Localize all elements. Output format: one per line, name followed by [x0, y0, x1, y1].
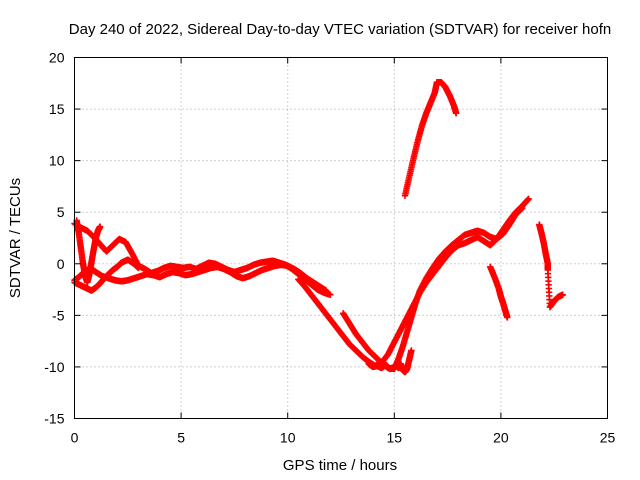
axis-ticks: [74, 57, 608, 419]
data-point: [96, 223, 104, 230]
x-tick-label: 0: [71, 430, 79, 446]
y-axis-title: SDTVAR / TECUs: [7, 178, 24, 298]
series-track-c: [71, 256, 142, 294]
chart-title: Day 240 of 2022, Sidereal Day-to-day VTE…: [69, 21, 611, 38]
series-track-d: [73, 217, 104, 286]
data-point: [322, 287, 330, 294]
data-point: [504, 314, 511, 321]
y-tick-label: -5: [52, 307, 65, 323]
y-tick-label: 15: [49, 101, 65, 117]
series-track-g: [365, 347, 415, 376]
data-point: [559, 291, 566, 298]
data-point: [408, 347, 415, 354]
y-tick-label: 5: [57, 204, 65, 220]
data-point: [327, 291, 334, 298]
series-track-a: [71, 220, 334, 298]
y-tick-label: 0: [57, 256, 65, 272]
x-tick-label: 5: [177, 430, 185, 446]
grid-lines: [74, 57, 608, 419]
series-track-b: [71, 261, 330, 294]
y-tick-label: -10: [44, 359, 64, 375]
y-tick-label: 20: [49, 50, 65, 66]
y-tick-label: 10: [49, 153, 65, 169]
x-axis-title: GPS time / hours: [283, 457, 397, 474]
x-tick-label: 20: [493, 430, 509, 446]
data-point: [135, 264, 142, 272]
series-track-j: [536, 221, 566, 311]
plot-frame: [74, 57, 608, 419]
data-point: [525, 195, 532, 203]
x-tick-label: 25: [600, 430, 616, 446]
series-track-h: [401, 79, 460, 199]
x-tick-labels: 0 5 10 15 20 25: [71, 430, 616, 446]
y-tick-label: -15: [44, 411, 64, 427]
series-track-i: [487, 263, 511, 321]
x-tick-label: 15: [387, 430, 403, 446]
data-point: [519, 204, 526, 212]
data-point: [452, 109, 460, 117]
y-tick-labels: -15 -10 -5 0 5 10 15 20: [44, 50, 64, 427]
data-points: [71, 79, 566, 376]
x-tick-label: 10: [280, 430, 296, 446]
